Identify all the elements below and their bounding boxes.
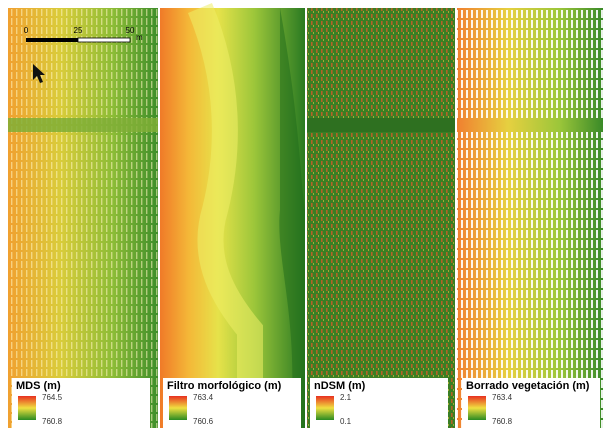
legend-title: MDS (m) bbox=[16, 380, 61, 392]
legend-min: 760.8 bbox=[42, 417, 63, 426]
scale-segment bbox=[78, 38, 130, 42]
panel bbox=[160, 8, 305, 428]
legend-swatch bbox=[468, 396, 486, 420]
legend-swatch bbox=[169, 396, 187, 420]
scale-label: 50 bbox=[126, 26, 135, 35]
legend-title: Filtro morfológico (m) bbox=[167, 380, 282, 392]
scale-segment bbox=[26, 38, 78, 42]
panel bbox=[457, 8, 603, 428]
scale-unit: m bbox=[136, 33, 143, 42]
legend-title: nDSM (m) bbox=[314, 380, 366, 392]
figure: 0 25 50 m MDS (m)764.5 760.8 Filtro morfol… bbox=[0, 0, 603, 430]
scale-label: 0 bbox=[24, 26, 29, 35]
legend-swatch bbox=[18, 396, 36, 420]
legend-max: 763.4 bbox=[492, 393, 513, 402]
legend-max: 2.1 bbox=[340, 393, 352, 402]
legend-swatch bbox=[316, 396, 334, 420]
panel bbox=[8, 8, 158, 428]
legend-min: 760.6 bbox=[193, 417, 214, 426]
legend-title: Borrado vegetación (m) bbox=[466, 380, 590, 392]
panel bbox=[307, 8, 455, 428]
legend-min: 760.8 bbox=[492, 417, 513, 426]
legend-min: 0.1 bbox=[340, 417, 352, 426]
legend-max: 763.4 bbox=[193, 393, 214, 402]
legend-max: 764.5 bbox=[42, 393, 63, 402]
scale-label: 25 bbox=[74, 26, 83, 35]
